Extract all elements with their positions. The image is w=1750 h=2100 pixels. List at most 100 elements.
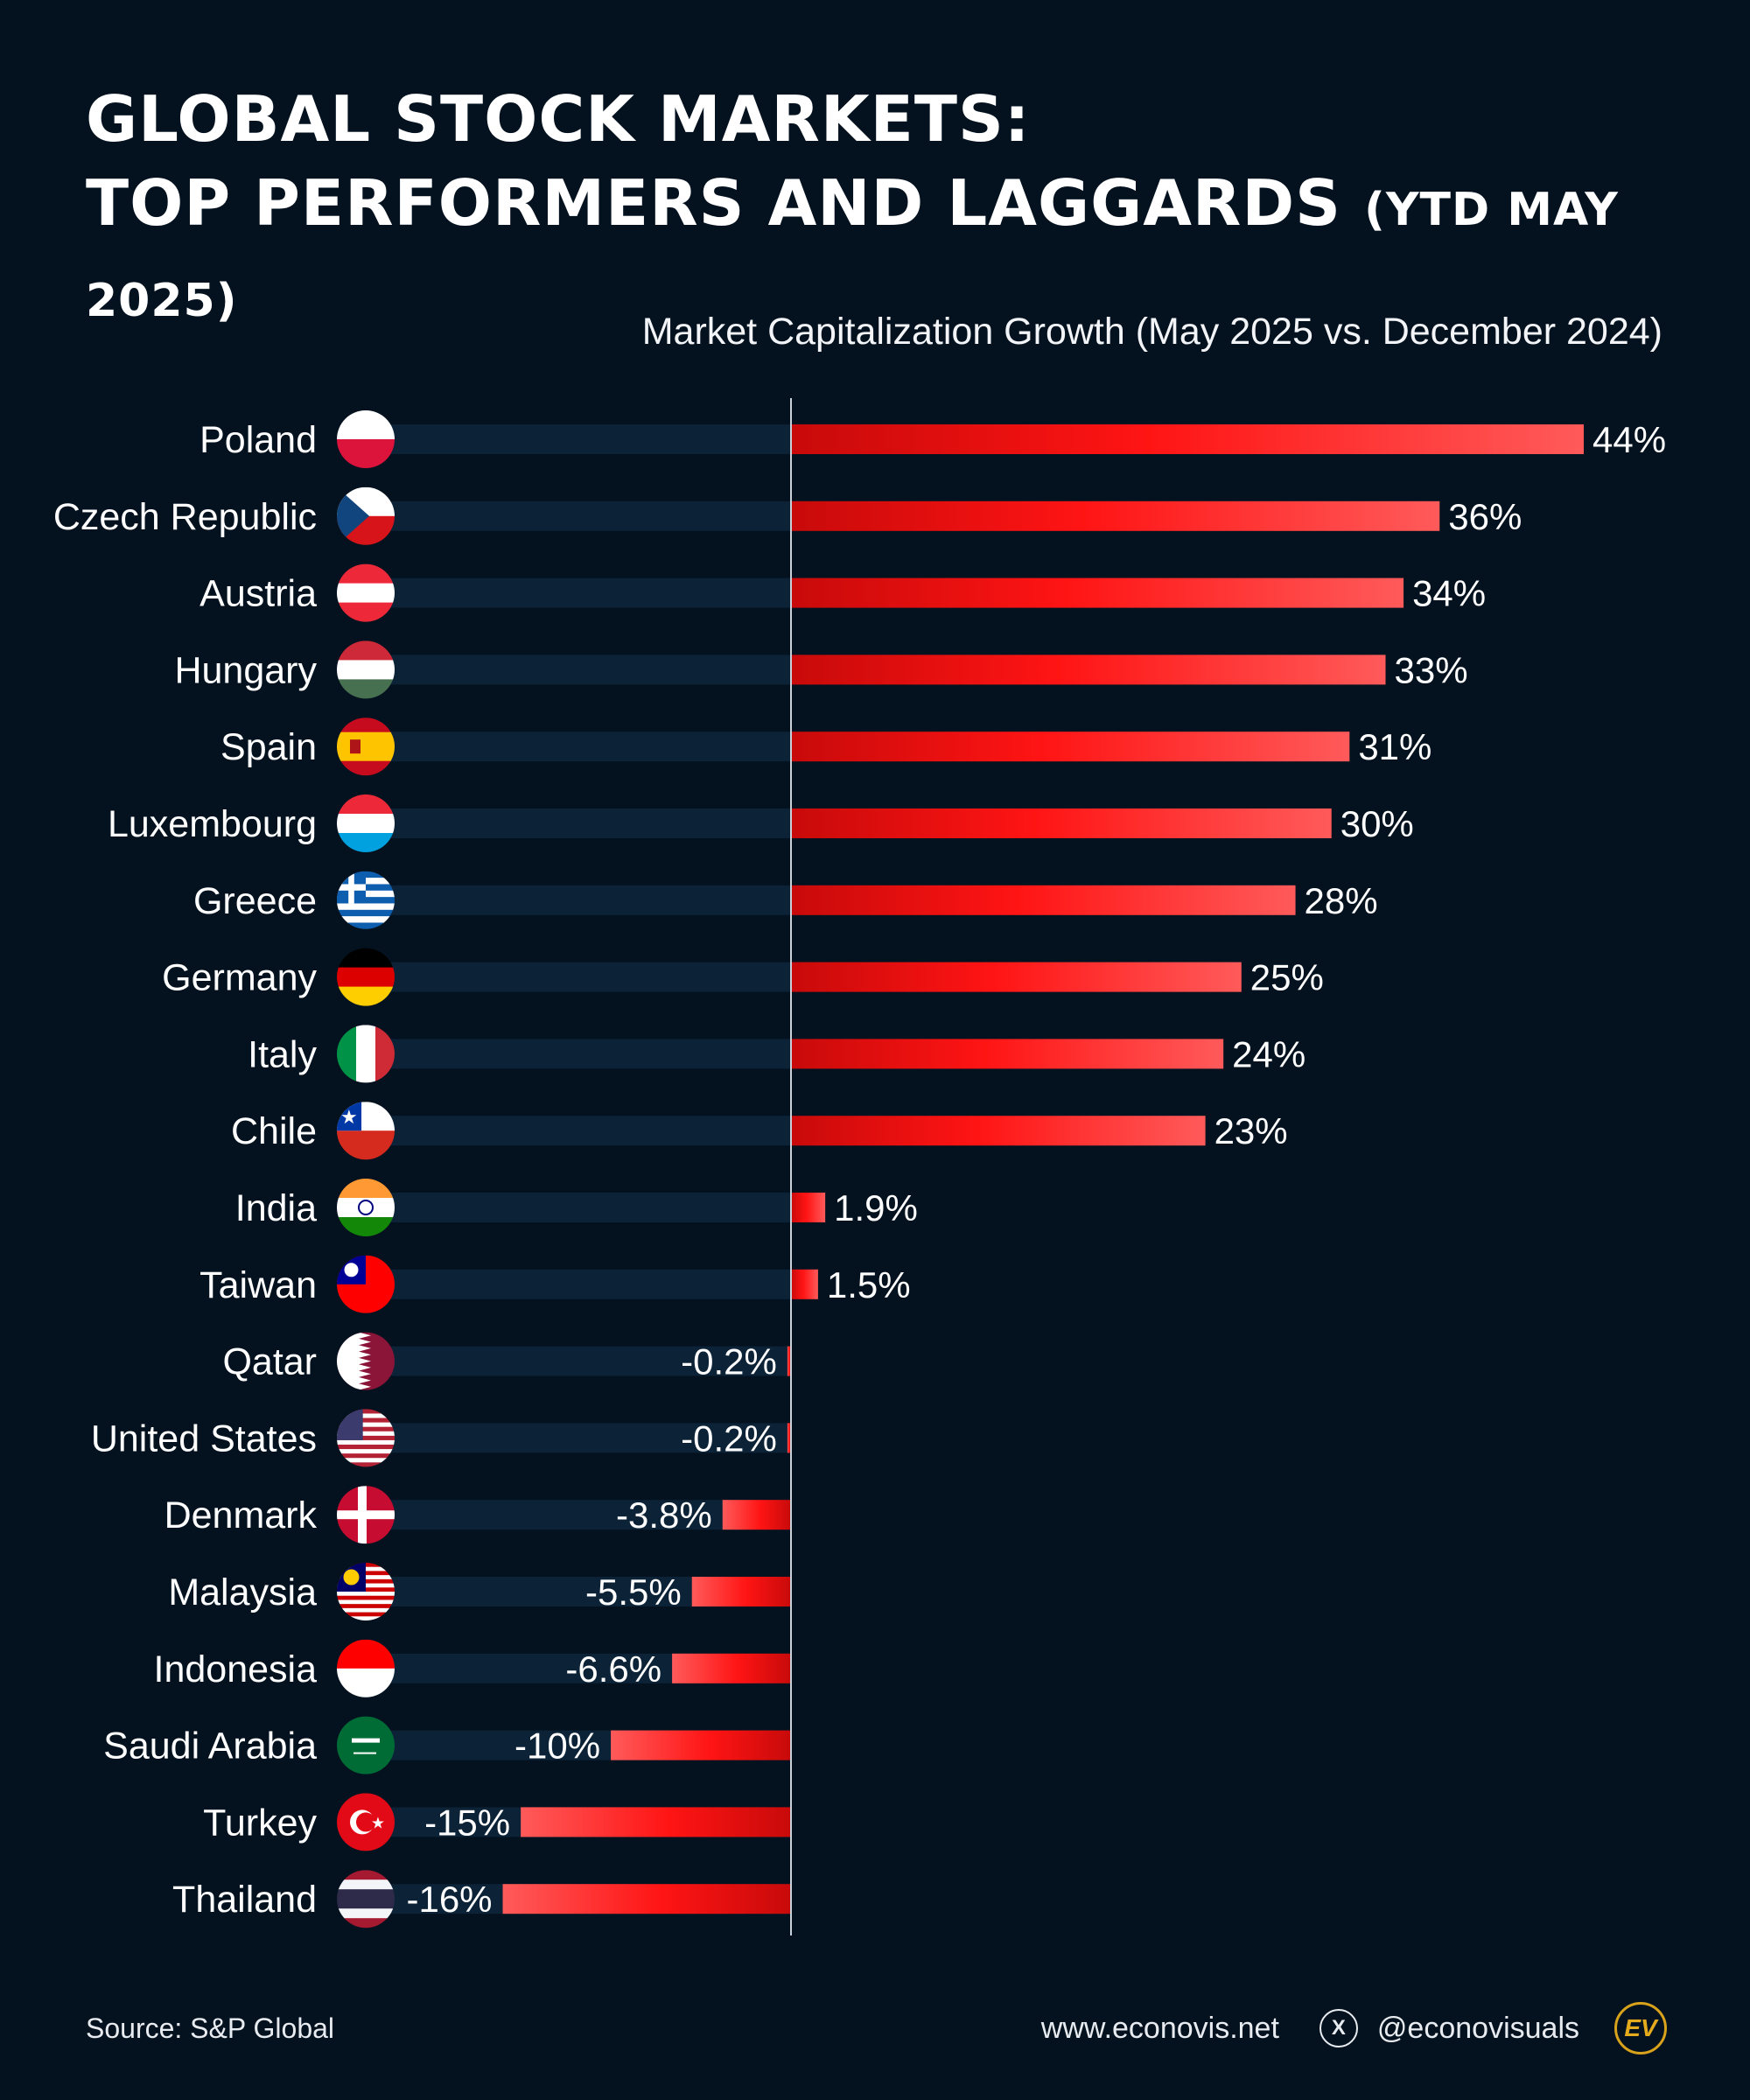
bar-malaysia	[691, 1577, 791, 1606]
main-title: GLOBAL STOCK MARKETS: TOP PERFORMERS AND…	[86, 77, 1750, 343]
bar-greece	[791, 885, 1296, 915]
bar-track-italy	[376, 1039, 791, 1069]
bar-india	[791, 1193, 826, 1222]
bar-italy	[791, 1039, 1224, 1069]
value-label-chile: 23%	[1214, 1110, 1288, 1152]
value-label-india: 1.9%	[834, 1187, 918, 1228]
category-label-united-states: United States	[91, 1418, 317, 1460]
value-label-qatar: -0.2%	[681, 1341, 777, 1382]
hungary-flag-icon	[337, 640, 395, 699]
category-label-turkey: Turkey	[203, 1802, 317, 1844]
value-label-indonesia: -6.6%	[565, 1648, 662, 1690]
bar-poland	[791, 424, 1584, 454]
website-link[interactable]: www.econovis.net	[1040, 2011, 1279, 2045]
value-label-luxembourg: 30%	[1340, 803, 1414, 844]
category-label-spain: Spain	[220, 726, 317, 768]
spain-flag-icon	[337, 718, 395, 776]
category-label-denmark: Denmark	[164, 1494, 318, 1536]
value-label-malaysia: -5.5%	[585, 1572, 682, 1613]
bar-track-czech-republic	[376, 500, 791, 531]
value-label-thailand: -16%	[406, 1879, 492, 1920]
czech-republic-flag-icon	[337, 486, 395, 545]
value-label-turkey: -15%	[424, 1802, 510, 1843]
bar-czech-republic	[791, 500, 1440, 531]
turkey-flag-icon: ★	[337, 1793, 395, 1852]
x-icon: X	[1319, 2009, 1358, 2048]
value-label-czech-republic: 36%	[1448, 496, 1522, 537]
bar-spain	[791, 732, 1350, 762]
malaysia-flag-icon	[337, 1563, 395, 1620]
value-label-italy: 24%	[1232, 1033, 1306, 1074]
bar-indonesia	[672, 1653, 791, 1684]
category-label-chile: Chile	[231, 1110, 317, 1152]
value-label-austria: 34%	[1412, 573, 1486, 614]
bar-turkey	[521, 1807, 791, 1838]
bar-saudi-arabia	[611, 1730, 791, 1760]
category-label-austria: Austria	[200, 573, 317, 615]
greece-flag-icon	[337, 871, 395, 929]
category-label-luxembourg: Luxembourg	[108, 803, 317, 845]
poland-flag-icon	[337, 410, 395, 468]
indonesia-flag-icon	[337, 1639, 395, 1698]
source-note: Source: S&P Global	[86, 2012, 335, 2044]
bar-taiwan	[791, 1269, 818, 1299]
thailand-flag-icon	[337, 1870, 395, 1928]
bar-chile	[791, 1116, 1206, 1146]
bar-track-greece	[376, 885, 791, 915]
saudi-arabia-flag-icon	[337, 1716, 395, 1774]
chile-flag-icon: ★	[337, 1102, 395, 1160]
category-label-hungary: Hungary	[174, 649, 317, 691]
germany-flag-icon	[337, 948, 395, 1006]
austria-flag-icon	[337, 564, 395, 622]
bar-track-germany	[376, 962, 791, 992]
luxembourg-flag-icon	[337, 794, 395, 852]
social-handle[interactable]: @econovisuals	[1376, 2011, 1579, 2045]
united-states-flag-icon	[337, 1409, 395, 1467]
bar-track-hungary	[376, 654, 791, 685]
brand-logo: EV	[1614, 2002, 1667, 2054]
category-label-indonesia: Indonesia	[154, 1648, 318, 1690]
value-label-saudi-arabia: -10%	[514, 1726, 600, 1767]
title-line-1: GLOBAL STOCK MARKETS:	[86, 82, 1031, 156]
bar-austria	[791, 578, 1404, 608]
bar-track-chile	[376, 1116, 791, 1146]
value-label-germany: 25%	[1250, 957, 1324, 998]
value-label-taiwan: 1.5%	[827, 1264, 911, 1306]
bar-track-india	[376, 1193, 791, 1222]
svg-text:★: ★	[340, 1106, 358, 1128]
bar-track-spain	[376, 732, 791, 762]
denmark-flag-icon	[337, 1486, 395, 1544]
bar-track-taiwan	[376, 1269, 791, 1299]
bar-hungary	[791, 654, 1386, 685]
value-label-hungary: 33%	[1395, 649, 1468, 690]
category-label-greece: Greece	[193, 880, 317, 922]
bar-chart: Poland 44% Czech Republic 36% Austria 34% Hung…	[53, 398, 1666, 1936]
value-label-united-states: -0.2%	[681, 1418, 777, 1459]
taiwan-flag-icon	[337, 1255, 395, 1313]
title-line-2: TOP PERFORMERS AND LAGGARDS	[86, 166, 1341, 240]
category-label-taiwan: Taiwan	[200, 1264, 317, 1306]
bar-track-united-states	[376, 1423, 791, 1453]
category-label-saudi-arabia: Saudi Arabia	[103, 1726, 317, 1768]
category-label-poland: Poland	[200, 419, 317, 461]
bar-track-denmark	[376, 1500, 791, 1530]
bar-qatar	[787, 1346, 791, 1376]
value-label-denmark: -3.8%	[616, 1494, 712, 1536]
category-label-qatar: Qatar	[222, 1341, 317, 1383]
qatar-flag-icon	[337, 1332, 395, 1390]
value-label-poland: 44%	[1592, 419, 1666, 460]
bar-track-qatar	[376, 1346, 791, 1376]
category-label-malaysia: Malaysia	[168, 1572, 317, 1614]
bar-thailand	[502, 1884, 791, 1914]
bar-track-austria	[376, 578, 791, 608]
bar-denmark	[722, 1500, 791, 1530]
category-label-italy: Italy	[248, 1033, 317, 1075]
category-label-india: India	[235, 1187, 317, 1229]
italy-flag-icon	[337, 1025, 395, 1083]
footer-links: www.econovis.net X @econovisuals EV	[1041, 2002, 1667, 2054]
bar-track-luxembourg	[376, 808, 791, 838]
value-label-greece: 28%	[1305, 880, 1378, 921]
bar-luxembourg	[791, 808, 1332, 838]
value-label-spain: 31%	[1358, 726, 1432, 767]
svg-text:★: ★	[371, 1814, 385, 1831]
